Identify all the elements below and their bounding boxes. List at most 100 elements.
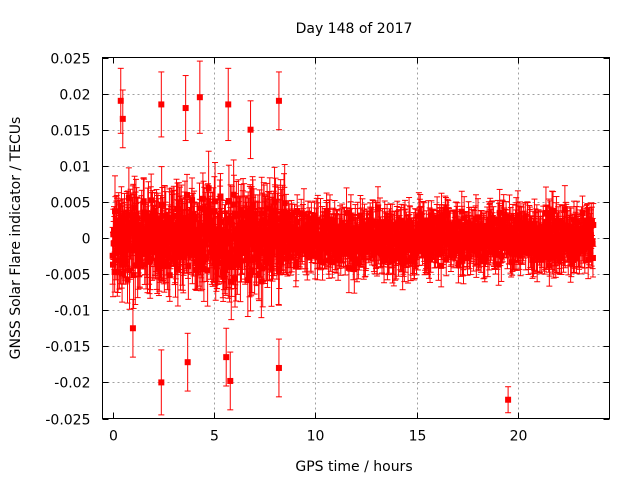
point-marker — [250, 216, 257, 223]
point-marker — [264, 253, 271, 260]
point-marker — [199, 257, 206, 264]
point-marker — [342, 243, 349, 250]
point-marker — [283, 210, 290, 217]
point-marker — [329, 259, 336, 266]
point-marker — [282, 230, 289, 237]
point-marker — [444, 211, 451, 218]
point-marker — [386, 247, 393, 254]
point-marker — [325, 223, 332, 230]
point-marker — [143, 251, 150, 258]
point-marker — [292, 238, 299, 245]
point-marker — [157, 224, 164, 231]
point-marker — [134, 215, 141, 222]
point-marker — [323, 232, 330, 239]
point-marker — [230, 235, 237, 242]
point-marker — [357, 212, 364, 219]
point-marker — [205, 185, 212, 192]
point-marker — [360, 254, 367, 261]
point-marker — [442, 232, 449, 239]
point-marker — [398, 244, 405, 251]
point-marker — [294, 219, 301, 226]
point-marker — [247, 271, 254, 278]
point-marker — [286, 214, 293, 221]
point-marker — [189, 197, 196, 204]
point-marker — [212, 198, 219, 205]
point-marker — [217, 218, 224, 225]
point-marker — [322, 244, 329, 251]
point-marker — [161, 259, 168, 266]
data-series — [109, 60, 597, 416]
point-marker — [426, 218, 433, 225]
point-marker — [203, 254, 210, 261]
point-marker — [237, 258, 244, 265]
point-marker — [166, 272, 173, 279]
point-marker — [185, 263, 192, 270]
point-marker — [347, 214, 354, 221]
point-marker — [259, 265, 266, 272]
point-marker — [359, 221, 366, 228]
point-marker — [113, 250, 120, 257]
point-marker — [389, 221, 396, 228]
point-marker — [174, 265, 181, 272]
point-marker — [233, 261, 240, 268]
point-marker — [266, 249, 273, 256]
point-marker — [211, 250, 218, 257]
point-marker — [331, 240, 338, 247]
point-marker — [158, 240, 165, 247]
point-marker — [200, 265, 207, 272]
point-marker — [132, 262, 139, 269]
point-marker — [437, 226, 444, 233]
point-marker — [111, 239, 118, 246]
point-marker — [243, 257, 250, 264]
point-marker — [396, 232, 403, 239]
point-marker — [354, 256, 361, 263]
point-marker — [428, 241, 435, 248]
point-marker — [308, 247, 315, 254]
point-marker — [206, 217, 213, 224]
point-marker — [225, 198, 232, 205]
point-marker — [420, 217, 427, 224]
point-marker — [158, 201, 165, 208]
point-marker — [331, 218, 338, 225]
point-marker — [272, 207, 279, 214]
point-marker — [416, 248, 423, 255]
point-marker — [166, 221, 173, 228]
point-marker — [381, 257, 388, 264]
point-marker — [247, 208, 254, 215]
point-marker — [373, 220, 380, 227]
point-marker — [260, 249, 267, 256]
point-marker — [228, 264, 235, 271]
point-marker — [173, 213, 180, 220]
point-marker — [345, 264, 352, 271]
point-marker — [427, 256, 434, 263]
point-marker — [244, 277, 251, 284]
point-marker — [376, 219, 383, 226]
point-marker — [282, 218, 289, 225]
point-marker — [184, 192, 190, 199]
point-marker — [399, 260, 406, 267]
point-marker — [443, 256, 450, 263]
point-marker — [293, 259, 300, 266]
point-marker — [131, 204, 138, 211]
point-marker — [120, 215, 127, 222]
point-marker — [111, 269, 118, 276]
point-marker — [304, 251, 311, 258]
point-marker — [115, 269, 122, 276]
point-marker — [230, 201, 237, 208]
point-marker — [125, 194, 132, 201]
point-marker — [137, 250, 144, 257]
point-marker — [124, 232, 131, 239]
point-marker — [282, 255, 289, 262]
point-marker — [155, 233, 162, 240]
point-marker — [340, 222, 347, 229]
point-marker — [217, 193, 224, 200]
point-marker — [211, 208, 218, 215]
point-marker — [438, 262, 445, 269]
point-marker — [395, 223, 402, 230]
point-marker — [399, 228, 406, 235]
point-marker — [235, 210, 242, 217]
point-marker — [379, 251, 386, 258]
point-marker — [130, 272, 137, 279]
point-marker — [258, 234, 265, 241]
